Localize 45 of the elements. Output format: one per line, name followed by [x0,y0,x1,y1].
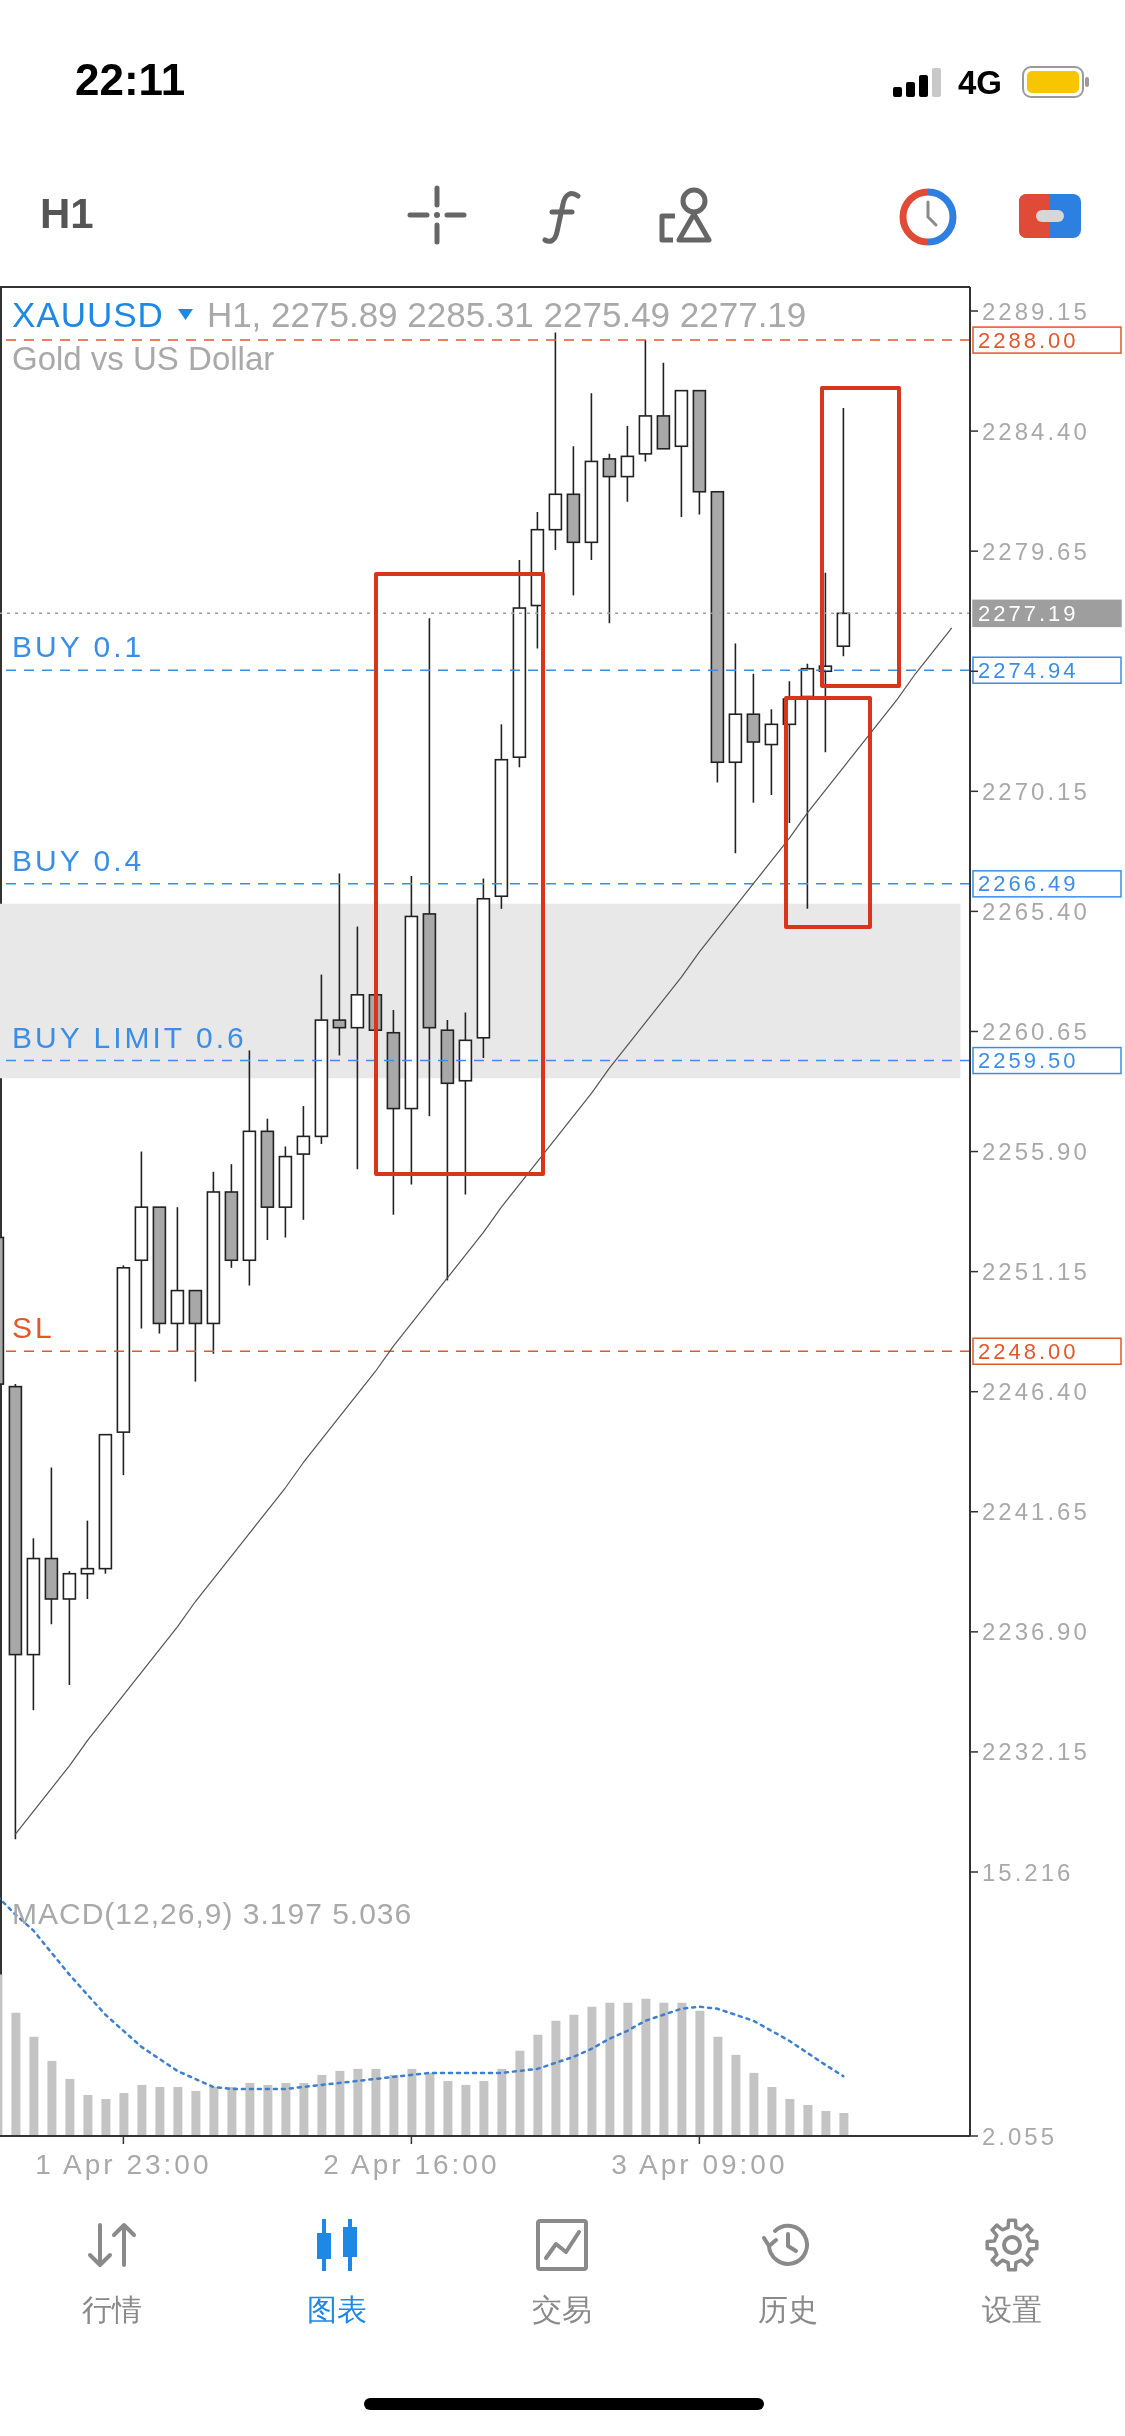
ref-line-label: 2288.00 [978,327,1079,353]
x-tick-label: 3 Apr 09:00 [611,2149,788,2180]
annotation: BUY 0.1 [12,630,145,664]
y-tick-label: 2241.65 [982,1498,1090,1526]
y-tick-label: 2279.65 [982,537,1090,565]
text: MACD(12,26,9) 3.197 5.036 [12,1897,413,1930]
candlestick [764,708,779,796]
annotation: SL [12,1311,55,1345]
ref-line-label: 2248.00 [978,1338,1079,1364]
text: H1 [40,190,94,237]
chart-title: XAUUSD [12,295,164,334]
y-tick-label: 2246.40 [982,1378,1090,1406]
ref-line-label: 2259.50 [978,1048,1079,1074]
line-series [14,627,952,1835]
candlestick [80,1519,95,1600]
y-tick-label: 2284.40 [982,417,1090,445]
text: 行情 [82,2293,142,2326]
ref-line-label: 2277.19 [978,600,1079,626]
text: Gold vs US Dollar [12,340,275,377]
y-tick-label: 2232.15 [982,1738,1090,1766]
candlestick [620,425,635,503]
y-tick-label: 2236.90 [982,1618,1090,1646]
text: 交易 [532,2293,592,2326]
y-tick-label: 2.055 [982,2122,1058,2150]
y-tick-label: 2251.15 [982,1258,1090,1286]
x-tick-label: 1 Apr 23:00 [35,2149,212,2180]
ref-line-label: 2274.94 [978,657,1079,683]
candlestick [296,1105,311,1221]
y-tick-label: 2289.15 [982,297,1090,325]
ref-line-label: 2266.49 [978,871,1079,897]
text: 设置 [982,2293,1042,2326]
y-tick-label: 15.216 [982,1858,1074,1886]
text: 22:11 [75,55,186,104]
y-tick-label: 2255.90 [982,1138,1090,1166]
x-tick-label: 2 Apr 16:00 [323,2149,500,2180]
text: 4G [958,64,1003,101]
candlestick [332,872,347,1057]
y-tick-label: 2265.40 [982,897,1090,925]
y-tick-label: 2260.65 [982,1017,1090,1045]
annotation: H1, 2275.89 2285.31 2275.49 2277.19 [206,295,807,334]
text: 历史 [758,2293,818,2326]
annotation: BUY 0.4 [12,843,145,877]
text: 图表 [307,2293,367,2326]
annotation: BUY LIMIT 0.6 [12,1020,247,1054]
y-tick-label: 2270.15 [982,777,1090,805]
